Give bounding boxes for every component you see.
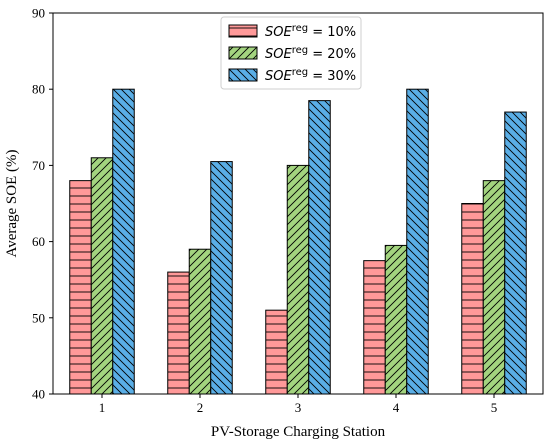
bar bbox=[210, 161, 233, 395]
y-tick-label: 90 bbox=[32, 6, 45, 21]
y-axis-title: Average SOE (%) bbox=[4, 149, 20, 257]
bar bbox=[406, 88, 429, 395]
x-axis: 1 2 3 4 5 bbox=[99, 394, 498, 415]
bar bbox=[69, 180, 92, 395]
x-axis-title: PV-Storage Charging Station bbox=[211, 424, 386, 440]
bar bbox=[308, 100, 331, 395]
bar bbox=[384, 244, 408, 395]
legend-label: SOEreg = 30% bbox=[265, 67, 356, 84]
legend: SOEreg = 10% SOEreg = 20% SOEreg = 30% bbox=[220, 16, 362, 90]
y-tick-label: 60 bbox=[32, 234, 45, 249]
bar bbox=[286, 164, 310, 395]
legend-swatch bbox=[228, 68, 258, 82]
y-tick-label: 40 bbox=[32, 387, 45, 402]
y-tick-label: 80 bbox=[32, 82, 45, 97]
bar bbox=[265, 309, 288, 395]
y-tick-label: 50 bbox=[32, 310, 45, 325]
bar bbox=[461, 203, 484, 395]
legend-swatch bbox=[228, 24, 258, 38]
y-tick-label: 70 bbox=[32, 158, 45, 173]
bar bbox=[482, 180, 506, 395]
bar bbox=[363, 260, 386, 395]
x-tick-label: 2 bbox=[197, 400, 204, 415]
bar bbox=[112, 88, 135, 395]
y-axis: 40 50 60 70 80 90 bbox=[32, 6, 53, 402]
legend-label: SOEreg = 10% bbox=[265, 23, 356, 40]
bars-group bbox=[69, 88, 527, 395]
x-tick-label: 3 bbox=[295, 400, 302, 415]
bar bbox=[90, 157, 114, 395]
x-tick-label: 1 bbox=[99, 400, 106, 415]
bar bbox=[504, 111, 527, 395]
bar bbox=[167, 271, 190, 395]
legend-label: SOEreg = 20% bbox=[265, 45, 356, 62]
x-tick-label: 5 bbox=[491, 400, 498, 415]
legend-swatch bbox=[228, 46, 258, 60]
bar bbox=[188, 248, 212, 395]
x-tick-label: 4 bbox=[393, 400, 400, 415]
